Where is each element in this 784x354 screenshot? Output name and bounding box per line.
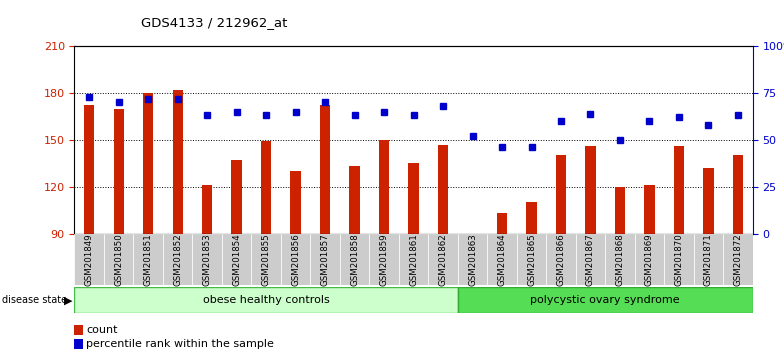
Bar — [369, 234, 399, 285]
Bar — [556, 155, 566, 234]
Text: GSM201855: GSM201855 — [262, 233, 270, 286]
Bar — [133, 234, 163, 285]
Text: GDS4133 / 212962_at: GDS4133 / 212962_at — [141, 16, 288, 29]
Bar — [104, 234, 133, 285]
Bar — [163, 234, 192, 285]
Bar — [586, 146, 596, 234]
Text: GSM201857: GSM201857 — [321, 233, 329, 286]
Bar — [261, 141, 271, 234]
Bar — [644, 185, 655, 234]
Bar — [310, 234, 339, 285]
Bar — [320, 105, 330, 234]
Bar — [438, 144, 448, 234]
Text: GSM201864: GSM201864 — [498, 233, 506, 286]
Bar — [694, 234, 723, 285]
Bar — [143, 93, 154, 234]
Text: GSM201853: GSM201853 — [202, 233, 212, 286]
Bar — [114, 109, 124, 234]
Text: obese healthy controls: obese healthy controls — [203, 295, 329, 305]
Bar — [458, 287, 753, 313]
Bar — [290, 171, 301, 234]
Text: GSM201852: GSM201852 — [173, 233, 182, 286]
Text: GSM201858: GSM201858 — [350, 233, 359, 286]
Bar — [379, 140, 389, 234]
Text: ▶: ▶ — [64, 295, 73, 305]
Text: GSM201861: GSM201861 — [409, 233, 418, 286]
Text: GSM201859: GSM201859 — [379, 233, 389, 286]
Bar — [733, 155, 743, 234]
Text: GSM201849: GSM201849 — [85, 233, 94, 286]
Text: percentile rank within the sample: percentile rank within the sample — [86, 339, 274, 349]
Text: GSM201850: GSM201850 — [114, 233, 123, 286]
Bar — [517, 234, 546, 285]
Text: GSM201870: GSM201870 — [674, 233, 684, 286]
Bar — [664, 234, 694, 285]
Text: GSM201868: GSM201868 — [615, 233, 625, 286]
Bar — [172, 90, 183, 234]
Bar — [635, 234, 664, 285]
Text: GSM201851: GSM201851 — [143, 233, 153, 286]
Text: GSM201865: GSM201865 — [527, 233, 536, 286]
Text: GSM201872: GSM201872 — [733, 233, 742, 286]
Bar — [222, 234, 252, 285]
Text: GSM201866: GSM201866 — [557, 233, 565, 286]
Bar — [350, 166, 360, 234]
Text: disease state: disease state — [2, 295, 67, 305]
Bar — [488, 234, 517, 285]
Bar — [723, 234, 753, 285]
Bar — [84, 105, 94, 234]
Bar — [428, 234, 458, 285]
Bar — [74, 339, 82, 349]
Bar — [575, 234, 605, 285]
Text: GSM201869: GSM201869 — [645, 233, 654, 286]
Bar — [339, 234, 369, 285]
Bar — [408, 163, 419, 234]
Text: GSM201867: GSM201867 — [586, 233, 595, 286]
Bar — [497, 213, 507, 234]
Bar — [526, 202, 537, 234]
Text: GSM201863: GSM201863 — [468, 233, 477, 286]
Bar — [615, 187, 625, 234]
Bar — [74, 234, 104, 285]
Bar — [231, 160, 241, 234]
Text: GSM201856: GSM201856 — [291, 233, 300, 286]
Bar — [703, 168, 713, 234]
Bar — [74, 287, 458, 313]
Bar — [74, 325, 82, 335]
Bar — [202, 185, 212, 234]
Text: GSM201862: GSM201862 — [438, 233, 448, 286]
Bar — [458, 234, 488, 285]
Bar — [605, 234, 635, 285]
Bar — [252, 234, 281, 285]
Text: GSM201871: GSM201871 — [704, 233, 713, 286]
Bar — [399, 234, 428, 285]
Bar — [546, 234, 575, 285]
Bar — [192, 234, 222, 285]
Bar — [281, 234, 310, 285]
Bar — [673, 146, 684, 234]
Text: GSM201854: GSM201854 — [232, 233, 241, 286]
Text: polycystic ovary syndrome: polycystic ovary syndrome — [531, 295, 680, 305]
Text: count: count — [86, 325, 118, 335]
